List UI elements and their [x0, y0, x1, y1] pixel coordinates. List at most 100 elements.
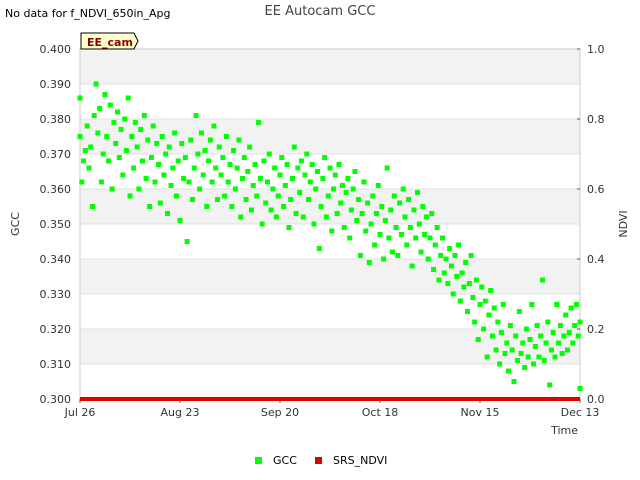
site-label-badge: EE_cam: [80, 32, 139, 50]
gcc-point: [223, 134, 229, 139]
gcc-point: [536, 354, 542, 360]
y-tick-label: 0.320: [40, 323, 72, 336]
gcc-point: [525, 354, 531, 360]
gcc-point: [513, 333, 519, 339]
gcc-point: [500, 302, 506, 307]
gcc-point: [345, 176, 351, 181]
gcc-point: [207, 137, 213, 143]
gcc-point: [141, 113, 147, 118]
legend-ndvi-label: SRS_NDVI: [333, 454, 387, 467]
gcc-point: [379, 204, 385, 209]
gcc-point: [486, 312, 492, 318]
gcc-point: [557, 323, 563, 328]
x-tick-label: Nov 15: [461, 406, 500, 419]
gcc-point: [123, 148, 129, 153]
gcc-point: [288, 197, 294, 202]
gcc-point: [177, 218, 183, 223]
gcc-point: [232, 186, 238, 192]
x-tick-label: Sep 20: [261, 406, 299, 419]
gcc-point: [336, 162, 342, 167]
gcc-point: [348, 207, 354, 213]
plot-background-bands: [80, 49, 580, 399]
gcc-point: [341, 225, 347, 230]
gcc-point: [306, 197, 312, 202]
gcc-point: [390, 249, 395, 255]
gcc-point: [295, 165, 301, 171]
gcc-point: [498, 330, 504, 335]
gcc-point: [240, 176, 245, 181]
gcc-point: [409, 263, 415, 269]
gcc-point: [516, 309, 522, 314]
gcc-point: [481, 326, 487, 332]
gcc-point: [261, 158, 267, 164]
gcc-point: [436, 277, 442, 283]
gcc-point: [356, 197, 362, 202]
gcc-point: [275, 193, 281, 199]
gcc-point: [465, 309, 470, 314]
gcc-point: [234, 165, 240, 171]
gcc-point: [450, 291, 456, 297]
gcc-point: [161, 172, 167, 178]
gcc-point: [113, 141, 119, 146]
gcc-point: [329, 228, 335, 234]
gcc-point: [320, 176, 326, 181]
gcc-point: [313, 186, 319, 192]
gcc-point: [284, 162, 290, 167]
gcc-point: [100, 151, 106, 157]
gcc-point: [104, 134, 110, 139]
gcc-point: [88, 144, 94, 150]
gcc-point: [527, 337, 533, 342]
plot-band: [80, 329, 580, 364]
ndvi-line: [80, 397, 580, 401]
gcc-point: [493, 347, 499, 353]
y-tick-label: 0.390: [40, 78, 72, 91]
gcc-point: [225, 179, 231, 185]
gcc-point: [457, 298, 463, 304]
gcc-point: [107, 102, 113, 108]
gcc-point: [520, 340, 526, 346]
gcc-point: [291, 144, 297, 150]
y-tick-label: 0.330: [40, 288, 72, 301]
gcc-point: [411, 207, 417, 213]
x-axis-label: Time: [550, 424, 578, 437]
gcc-point: [132, 120, 138, 125]
gcc-point: [518, 351, 524, 356]
gcc-point: [565, 347, 570, 353]
gcc-point: [186, 179, 192, 185]
gcc-point: [422, 232, 428, 237]
gcc-point: [470, 295, 476, 300]
gcc-point: [79, 179, 85, 185]
chart-title: EE Autocam GCC: [264, 4, 376, 19]
plot-band: [80, 364, 580, 399]
gcc-point: [415, 190, 420, 195]
gcc-point: [297, 190, 303, 195]
gcc-point: [463, 260, 469, 265]
y-tick-label: 0.400: [40, 43, 72, 56]
gcc-point: [506, 368, 512, 374]
gcc-point: [131, 165, 137, 171]
gcc-point: [81, 158, 87, 164]
gcc-point: [231, 148, 237, 153]
gcc-point: [447, 246, 453, 251]
gcc-point: [202, 148, 208, 153]
gcc-point: [273, 214, 279, 220]
gcc-point: [473, 277, 479, 283]
gcc-point: [145, 137, 151, 143]
gcc-point: [218, 172, 224, 178]
gcc-point: [440, 235, 445, 241]
x-axis-ticks: Jul 26 Aug 23 Sep 20 Oct 18 Nov 15 Dec 13: [64, 399, 600, 419]
gcc-point: [459, 270, 465, 276]
gcc-point: [97, 106, 103, 111]
gcc-point: [197, 186, 203, 192]
plot-band: [80, 294, 580, 329]
gcc-point: [372, 242, 378, 248]
gcc-point: [550, 330, 556, 335]
gcc-point: [448, 263, 454, 269]
gcc-point: [504, 340, 510, 346]
gcc-point: [252, 162, 258, 167]
y2-tick-label: 1.0: [587, 43, 605, 56]
gcc-point: [532, 344, 538, 349]
gcc-point: [375, 183, 381, 188]
gcc-point: [545, 319, 551, 325]
x-tick-label: Dec 13: [561, 406, 600, 419]
